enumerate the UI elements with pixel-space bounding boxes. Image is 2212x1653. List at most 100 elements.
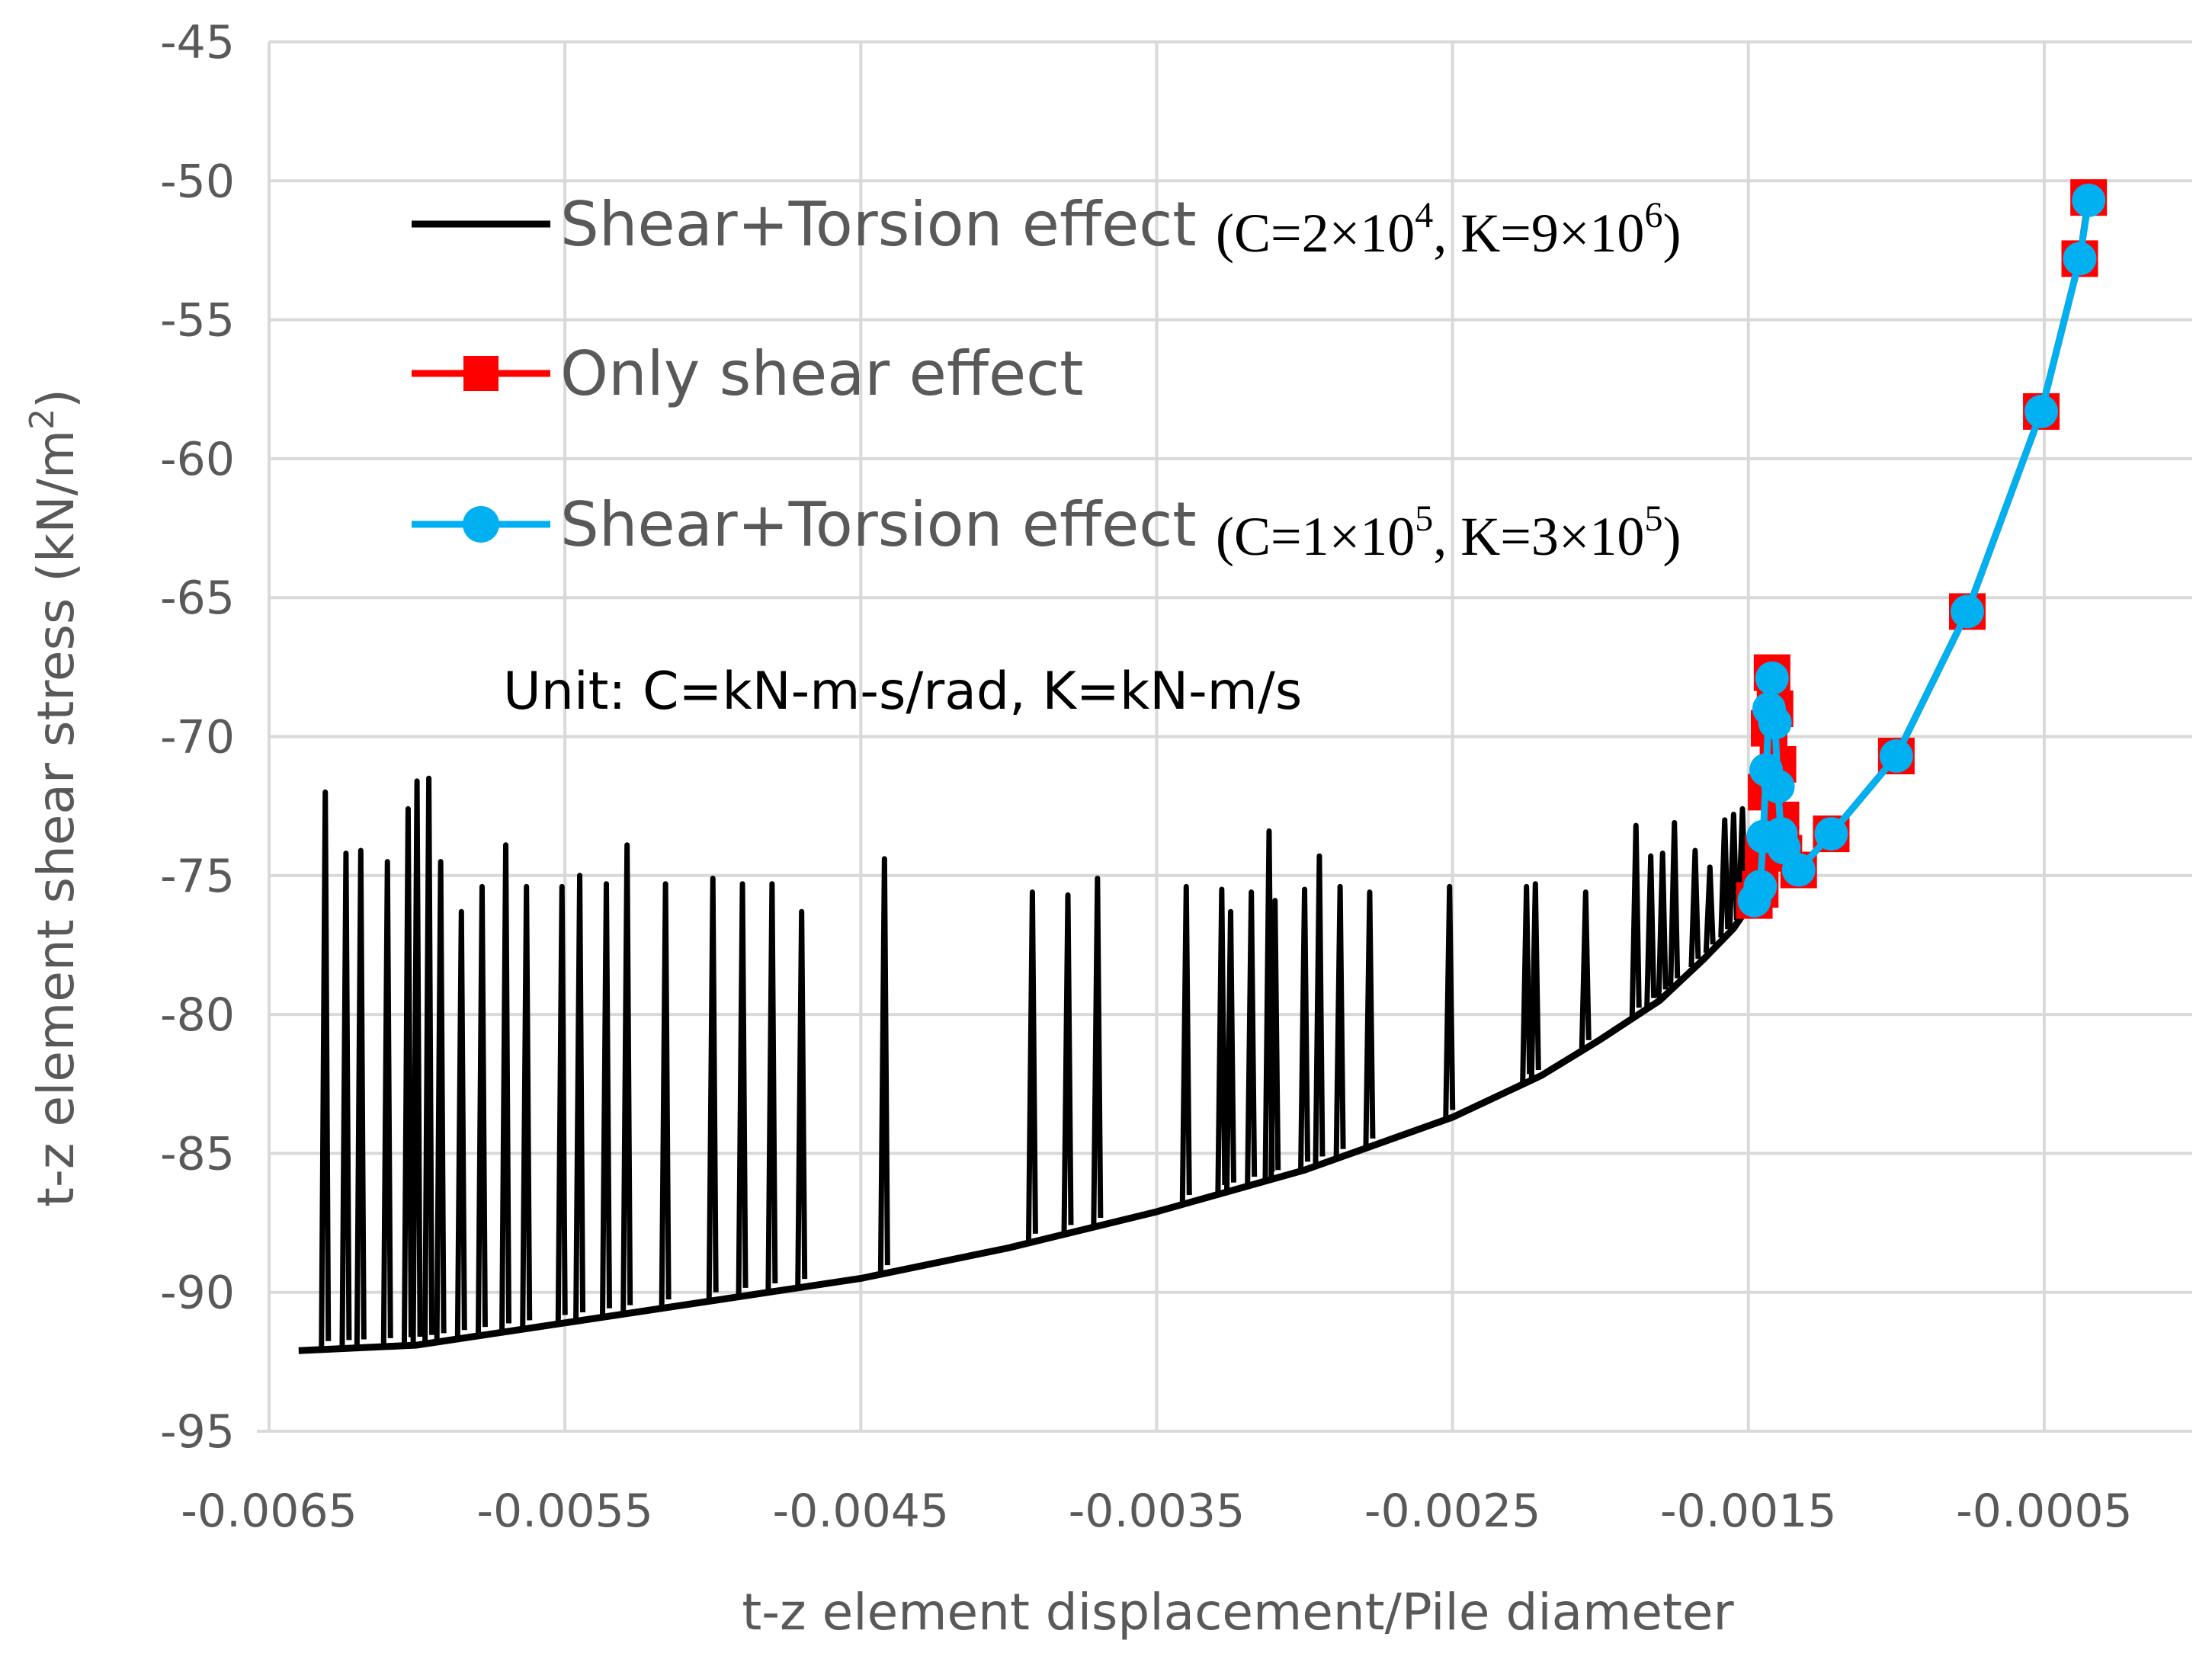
y-tick-label: -70 <box>160 711 235 764</box>
legend-params-3-prefix: (C=1×10 <box>1216 506 1415 567</box>
plot-area <box>298 179 2108 1354</box>
series-black-spike <box>1629 822 1642 1017</box>
legend-params-3-exp1: 5 <box>1415 498 1433 539</box>
series-shear-torsion-black <box>298 775 1758 1354</box>
series-black-spike <box>1726 812 1739 929</box>
y-tick-label: -50 <box>160 155 235 208</box>
series-black-spike <box>422 775 435 1344</box>
legend-params-3-suffix: ) <box>1662 506 1681 567</box>
y-tick-label: -80 <box>160 988 235 1042</box>
legend-swatch-blue-circle <box>463 506 499 543</box>
y-tick-label: -95 <box>160 1405 235 1459</box>
series-black-spike <box>555 883 568 1324</box>
legend-label-3: Shear+Torsion effect <box>560 489 1197 560</box>
series-blue-marker <box>1781 853 1816 887</box>
series-black-spike <box>1333 883 1346 1158</box>
series-black-spike <box>1179 883 1192 1204</box>
series-black-spike <box>620 842 633 1314</box>
y-axis-title-superscript: 2 <box>23 408 62 430</box>
series-blue-marker <box>1755 661 1789 695</box>
series-black-spike <box>1644 853 1657 1007</box>
series-black-spike <box>1528 881 1541 1079</box>
x-tick-label: -0.0015 <box>1660 1485 1837 1538</box>
legend-params-3-exp2: 5 <box>1644 498 1662 539</box>
legend: Shear+Torsion effect (C=2×104, K=9×106) … <box>412 189 1681 567</box>
series-black-spike <box>795 908 808 1288</box>
series-shear-torsion-blue <box>1737 183 2106 918</box>
legend-label-1: Shear+Torsion effect <box>560 189 1197 260</box>
series-blue-marker <box>1951 594 1985 629</box>
series-black-spike <box>499 842 512 1332</box>
series-black-spike <box>1688 847 1701 968</box>
series-blue-marker <box>2024 394 2059 428</box>
y-axis-title-main: t-z element shear stress (kN/m <box>27 430 85 1207</box>
series-black-spike <box>475 883 488 1336</box>
legend-entry-1: Shear+Torsion effect (C=2×104, K=9×106) <box>412 189 1681 264</box>
series-black-spike <box>339 851 352 1349</box>
series-black-envelope-line <box>298 895 1758 1354</box>
legend-params-1: (C=2×104, K=9×106) <box>1216 195 1681 264</box>
legend-entry-2: Only shear effect <box>412 338 1084 409</box>
series-black-spike <box>1656 851 1669 998</box>
y-tick-label: -55 <box>160 294 235 348</box>
series-black-spike <box>1268 898 1281 1179</box>
series-black-spike <box>1579 889 1592 1049</box>
series-black-spike <box>1520 883 1533 1083</box>
legend-params-1-suffix: ) <box>1662 203 1681 264</box>
series-black-spike <box>599 881 612 1317</box>
y-axis-title: t-z element shear stress (kN/m2) <box>23 389 85 1207</box>
series-black-spike <box>736 881 749 1296</box>
series-black-spike <box>1668 820 1681 987</box>
y-tick-label: -75 <box>160 850 235 903</box>
series-black-spike <box>354 847 367 1348</box>
series-black-spike <box>380 859 393 1347</box>
x-tick-label: -0.0055 <box>476 1485 653 1538</box>
series-black-spike <box>1061 892 1074 1234</box>
series-blue-marker <box>1758 706 1792 740</box>
y-tick-label: -60 <box>160 433 235 486</box>
legend-params-3-mid: , K=3×10 <box>1433 506 1644 567</box>
series-blue-marker <box>1814 817 1848 851</box>
legend-entry-3: Shear+Torsion effect (C=1×105, K=3×105) <box>412 489 1681 567</box>
x-tick-label: -0.0025 <box>1364 1485 1541 1538</box>
series-blue-marker <box>2063 242 2097 276</box>
legend-params-1-prefix: (C=2×10 <box>1216 203 1415 264</box>
series-black-spike <box>1298 886 1311 1171</box>
legend-params-1-exp1: 4 <box>1415 195 1433 235</box>
y-tick-label: -85 <box>160 1127 235 1180</box>
y-tick-label: -65 <box>160 572 235 625</box>
series-black-spike <box>454 908 467 1339</box>
legend-params-1-mid: , K=9×10 <box>1433 203 1644 264</box>
legend-swatch-red-square <box>463 356 499 391</box>
y-tick-label: -90 <box>160 1267 235 1320</box>
x-tick-label: -0.0045 <box>773 1485 950 1538</box>
x-tick-label: -0.0035 <box>1069 1485 1245 1538</box>
series-blue-marker <box>1743 870 1778 904</box>
legend-label-2: Only shear effect <box>560 338 1084 409</box>
series-black-spike <box>319 789 332 1350</box>
unit-annotation: Unit: C=kN-m-s/rad, K=kN-m/s <box>503 662 1302 722</box>
series-black-spike <box>1091 875 1104 1226</box>
series-black-spike <box>1443 883 1456 1119</box>
series-black-spike <box>706 875 719 1301</box>
series-blue-marker <box>1879 739 1913 774</box>
y-tick-label: -45 <box>160 16 235 69</box>
series-black-spike <box>1245 889 1258 1186</box>
x-axis-title: t-z element displacement/Pile diameter <box>742 1583 1734 1642</box>
series-black-spike <box>1215 886 1228 1193</box>
series-black-spike <box>1224 908 1236 1191</box>
series-black-spike <box>765 881 778 1293</box>
series-black-spike <box>659 881 672 1309</box>
series-blue-marker <box>1761 770 1795 804</box>
series-black-spike <box>1025 889 1038 1242</box>
series-black-spike <box>434 859 447 1342</box>
x-tick-label: -0.0005 <box>1956 1485 2133 1538</box>
y-axis-title-close: ) <box>27 389 85 408</box>
legend-params-3: (C=1×105, K=3×105) <box>1216 498 1681 567</box>
series-black-spike <box>1718 817 1731 938</box>
series-black-spike <box>1703 864 1716 953</box>
series-blue-marker <box>2072 183 2106 217</box>
legend-params-1-exp2: 6 <box>1644 195 1662 235</box>
x-tick-label: -0.0065 <box>181 1485 357 1538</box>
